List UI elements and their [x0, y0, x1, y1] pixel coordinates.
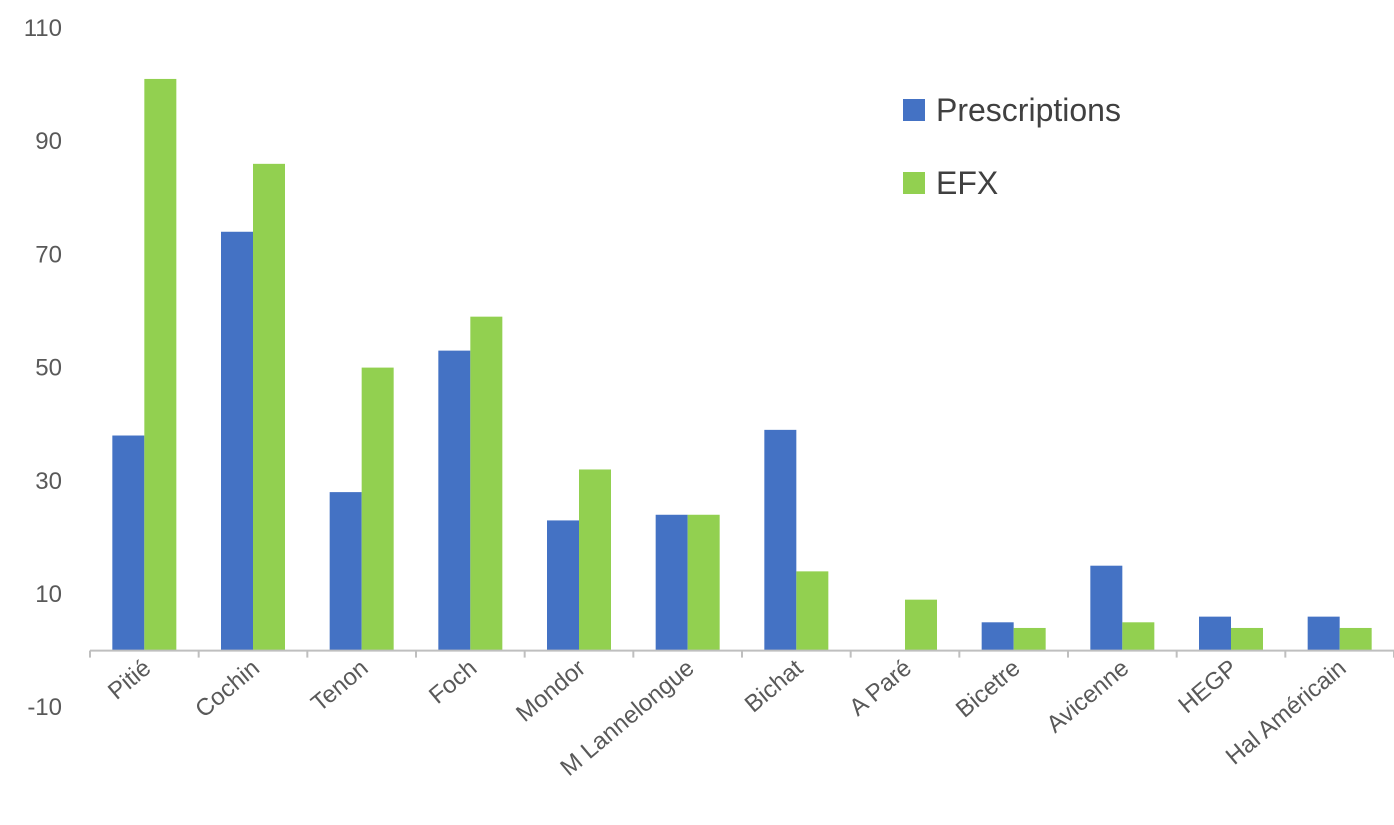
- bar-prescriptions: [981, 622, 1014, 651]
- bar-efx: [1339, 627, 1372, 651]
- x-category-label: Avicenne: [1042, 655, 1135, 739]
- x-category-label: Hal Américain: [1221, 655, 1352, 771]
- x-category-label: A Paré: [844, 655, 917, 722]
- bar-efx: [253, 163, 285, 651]
- bar-efx: [1013, 627, 1046, 651]
- y-tick-label: 50: [35, 355, 62, 382]
- bar-prescriptions: [764, 429, 797, 651]
- bar-efx: [361, 367, 394, 651]
- x-category-label: Bicetre: [951, 655, 1026, 724]
- bar-prescriptions: [1307, 616, 1340, 651]
- bar-efx: [796, 571, 829, 651]
- bar-efx: [470, 316, 503, 651]
- bar-efx: [1231, 627, 1263, 651]
- bar-prescriptions: [221, 231, 253, 651]
- bar-efx: [144, 78, 177, 651]
- y-tick-label: -10: [27, 694, 62, 721]
- x-category-label: Pitié: [103, 655, 156, 706]
- y-tick-label: 90: [35, 128, 62, 155]
- x-category-label: HEGP: [1173, 655, 1242, 719]
- x-category-label: Tenon: [306, 655, 373, 718]
- x-category-label: Bichat: [740, 654, 809, 718]
- y-tick-label: 10: [35, 581, 62, 608]
- bar-prescriptions: [112, 435, 145, 651]
- y-tick-label: 30: [35, 468, 62, 495]
- bar-prescriptions: [1199, 616, 1231, 651]
- y-tick-label: 110: [24, 15, 62, 42]
- bar-prescriptions: [655, 514, 688, 651]
- bar-efx: [1122, 622, 1155, 651]
- bar-prescriptions: [1090, 565, 1123, 651]
- bar-efx: [687, 514, 720, 651]
- x-category-label: Cochin: [190, 655, 265, 724]
- y-tick-label: 70: [35, 241, 62, 268]
- x-category-label: Mondor: [511, 655, 591, 728]
- bar-prescriptions: [438, 350, 471, 651]
- bar-efx: [579, 469, 611, 651]
- x-category-label: Foch: [424, 655, 482, 710]
- bar-prescriptions: [329, 492, 362, 651]
- bar-efx: [905, 599, 937, 651]
- legend-label: EFX: [936, 165, 998, 201]
- legend-swatch-efx: [903, 172, 925, 194]
- legend-swatch-prescriptions: [903, 99, 925, 121]
- legend-label: Prescriptions: [936, 92, 1121, 128]
- bar-prescriptions: [547, 520, 579, 651]
